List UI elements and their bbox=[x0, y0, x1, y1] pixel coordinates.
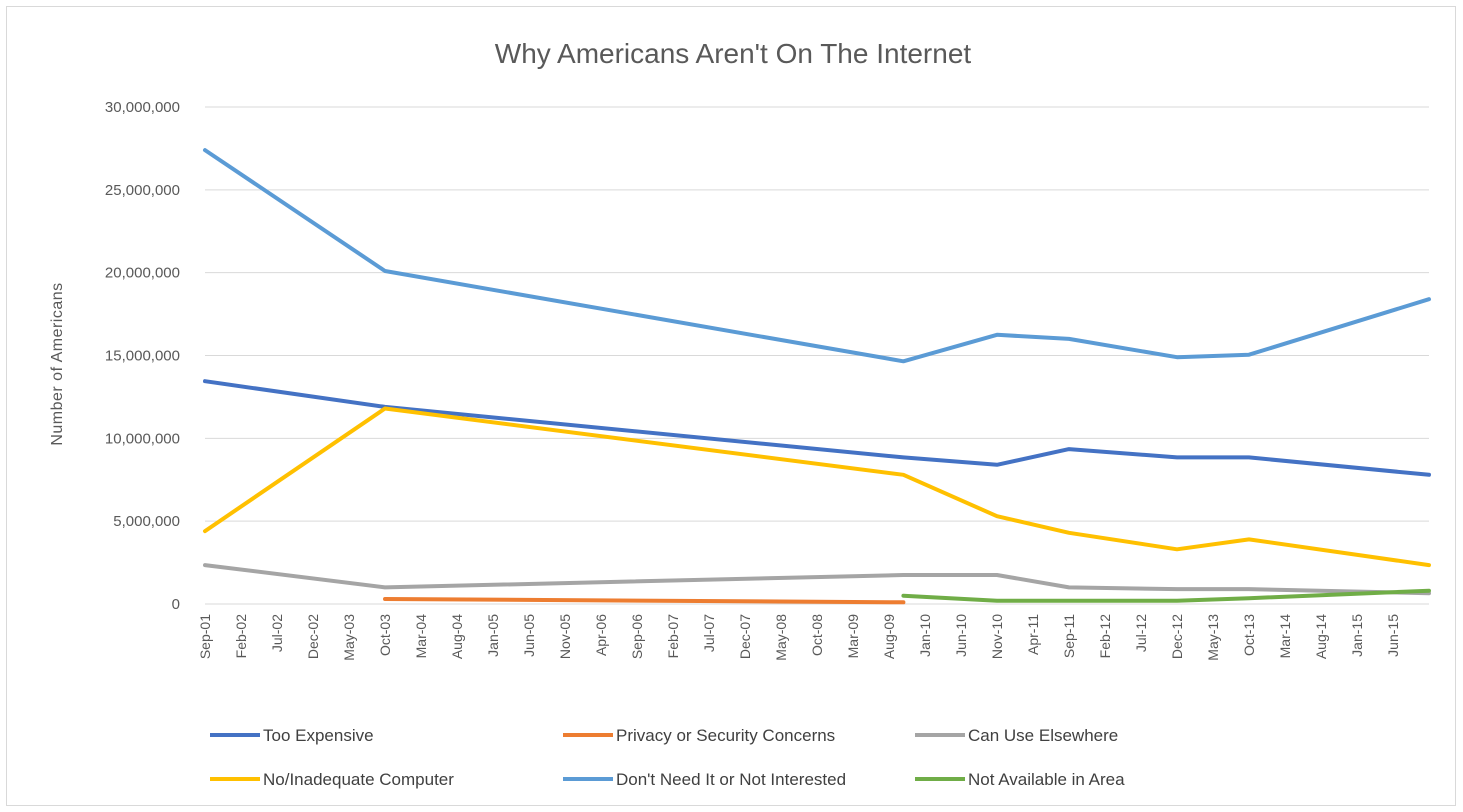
legend-label: Not Available in Area bbox=[968, 770, 1125, 789]
x-tick-label: Mar-04 bbox=[413, 614, 429, 659]
legend-item-don-t-need-it-or-not-interested: Don't Need It or Not Interested bbox=[563, 770, 846, 789]
x-tick-label: Jan-10 bbox=[917, 614, 933, 657]
x-axis-ticks: Sep-01 Feb-02 Jul-02 Dec-02 May-03 Oct-03 Mar-… bbox=[197, 614, 1401, 661]
y-axis-ticks: 0 5,000,000 10,000,000 15,000,000 20,000,000… bbox=[105, 99, 180, 613]
x-tick-label: Mar-14 bbox=[1277, 614, 1293, 659]
x-tick-label: May-08 bbox=[773, 614, 789, 661]
x-tick-label: Jul-12 bbox=[1133, 614, 1149, 652]
x-tick-label: Oct-08 bbox=[809, 614, 825, 656]
x-tick-label: Sep-01 bbox=[197, 614, 213, 659]
x-tick-label: Aug-04 bbox=[449, 614, 465, 659]
legend-item-not-available-in-area: Not Available in Area bbox=[915, 770, 1125, 789]
x-tick-label: May-13 bbox=[1205, 614, 1221, 661]
y-tick-label: 0 bbox=[172, 596, 180, 613]
legend-label: Too Expensive bbox=[263, 726, 374, 745]
x-tick-label: Aug-14 bbox=[1313, 614, 1329, 659]
y-tick-label: 5,000,000 bbox=[113, 513, 180, 530]
legend-item-no-inadequate-computer: No/Inadequate Computer bbox=[210, 770, 454, 789]
x-tick-label: Mar-09 bbox=[845, 614, 861, 659]
x-tick-label: Jun-10 bbox=[953, 614, 969, 657]
y-tick-label: 30,000,000 bbox=[105, 99, 180, 116]
x-tick-label: Oct-03 bbox=[377, 614, 393, 656]
series-line-can-use-elsewhere bbox=[203, 563, 1431, 596]
x-tick-label: Jul-07 bbox=[701, 614, 717, 652]
y-tick-label: 15,000,000 bbox=[105, 348, 180, 365]
x-tick-label: Feb-02 bbox=[233, 614, 249, 659]
x-tick-label: Oct-13 bbox=[1241, 614, 1257, 656]
series-line-too-expensive bbox=[203, 379, 1431, 477]
x-tick-label: Feb-07 bbox=[665, 614, 681, 659]
chart-frame: Why Americans Aren't On The Internet Num… bbox=[6, 6, 1456, 806]
x-tick-label: Nov-05 bbox=[557, 614, 573, 659]
legend-item-privacy-or-security-concerns: Privacy or Security Concerns bbox=[563, 726, 835, 745]
x-tick-label: Jan-05 bbox=[485, 614, 501, 657]
x-tick-label: Jul-02 bbox=[269, 614, 285, 652]
y-tick-label: 10,000,000 bbox=[105, 430, 180, 447]
y-tick-label: 20,000,000 bbox=[105, 265, 180, 282]
x-tick-label: Nov-10 bbox=[989, 614, 1005, 659]
legend-label: Don't Need It or Not Interested bbox=[616, 770, 846, 789]
x-tick-label: Apr-11 bbox=[1025, 614, 1041, 655]
legend-label: Privacy or Security Concerns bbox=[616, 726, 835, 745]
x-tick-label: Aug-09 bbox=[881, 614, 897, 659]
x-tick-label: Sep-11 bbox=[1061, 614, 1077, 658]
chart-title: Why Americans Aren't On The Internet bbox=[495, 38, 972, 69]
series-line-don-t-need-it-or-not-interested bbox=[203, 148, 1431, 364]
legend-label: No/Inadequate Computer bbox=[263, 770, 454, 789]
legend-label: Can Use Elsewhere bbox=[968, 726, 1118, 745]
x-tick-label: Jun-05 bbox=[521, 614, 537, 657]
x-tick-label: Dec-07 bbox=[737, 614, 753, 659]
x-tick-label: Sep-06 bbox=[629, 614, 645, 659]
x-tick-label: Jun-15 bbox=[1385, 614, 1401, 657]
x-tick-label: Feb-12 bbox=[1097, 614, 1113, 659]
series-line-no-inadequate-computer bbox=[203, 406, 1431, 568]
y-tick-label: 25,000,000 bbox=[105, 182, 180, 199]
x-tick-label: Dec-02 bbox=[305, 614, 321, 659]
y-axis-label: Number of Americans bbox=[49, 282, 66, 445]
x-tick-label: Apr-06 bbox=[593, 614, 609, 656]
series-line-not-available-in-area bbox=[901, 588, 1431, 603]
legend-item-too-expensive: Too Expensive bbox=[210, 726, 374, 745]
x-tick-label: Dec-12 bbox=[1169, 614, 1185, 659]
legend-item-can-use-elsewhere: Can Use Elsewhere bbox=[915, 726, 1118, 745]
x-tick-label: Jan-15 bbox=[1349, 614, 1365, 657]
series-line-privacy-or-security-concerns bbox=[383, 597, 906, 605]
series-lines bbox=[203, 148, 1431, 605]
line-chart: Why Americans Aren't On The Internet Num… bbox=[49, 38, 1431, 789]
gridlines bbox=[205, 106, 1429, 605]
legend: Too Expensive Privacy or Security Concern… bbox=[210, 726, 1125, 789]
x-tick-label: May-03 bbox=[341, 614, 357, 661]
